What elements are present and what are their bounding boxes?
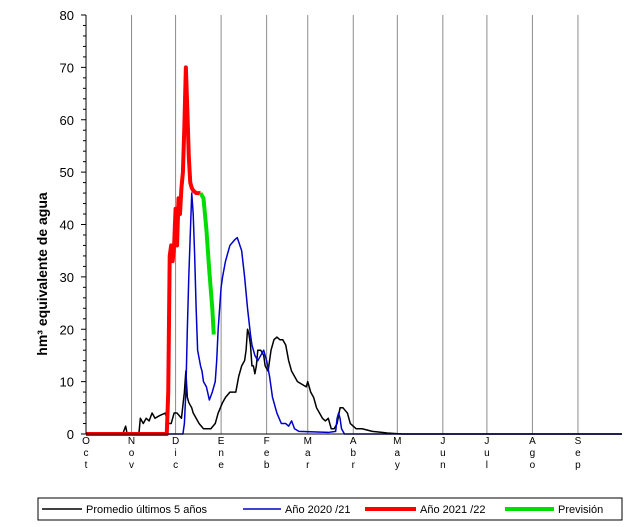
y-axis-title: hm³ equivalente de agua [34,192,50,356]
y-tick-label: 50 [60,165,74,180]
legend-label-a-o-2020-21: Año 2020 /21 [285,504,350,516]
series-lines [86,65,622,436]
legend-label-previsi-n: Previsión [558,504,603,516]
legend: Promedio últimos 5 años Año 2020 /21 Año 2… [37,497,623,521]
y-tick-label: 0 [67,427,74,442]
y-tick-label: 60 [60,113,74,128]
series-line-previsi-n [198,192,216,335]
y-tick-label: 30 [60,270,74,285]
series-line-a-o-2021-22 [86,65,201,436]
y-tick-label: 70 [60,60,74,75]
series-line-a-o-2020-21 [86,192,622,435]
y-tick-label: 10 [60,375,74,390]
legend-label-a-o-2021-22: Año 2021 /22 [420,504,485,516]
y-tick-label: 20 [60,322,74,337]
y-tick-label: 80 [60,8,74,23]
legend-box [37,497,623,521]
legend-label-promedio-ltimos-5-a-os: Promedio últimos 5 años [86,504,208,516]
gridlines [131,15,579,434]
y-tick-label: 40 [60,218,74,233]
series-line-promedio-ltimos-5-a-os [86,328,622,435]
